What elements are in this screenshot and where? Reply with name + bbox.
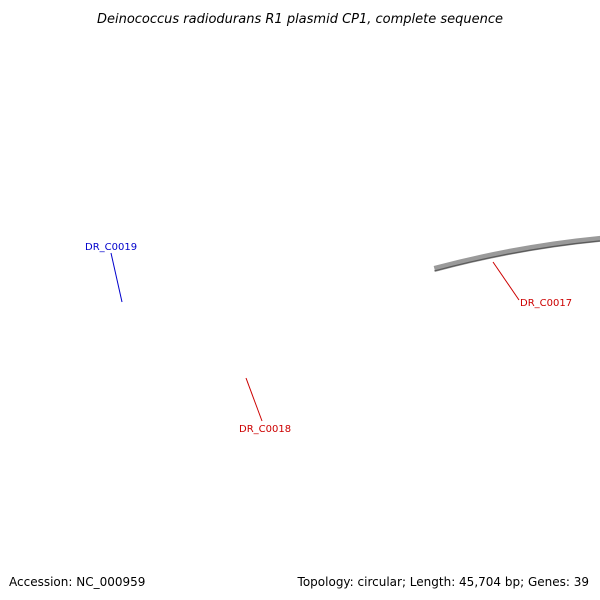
- gene-label-dr-c0017[interactable]: DR_C0017: [520, 298, 572, 309]
- gene-leader-line-dr-c0019: [110, 252, 123, 303]
- gene-leader-line-dr-c0017: [492, 261, 520, 301]
- map-title: Deinococcus radiodurans R1 plasmid CP1, …: [97, 12, 503, 27]
- sequence-backbone-shadow: [434, 240, 600, 272]
- gene-label-dr-c0019[interactable]: DR_C0019: [85, 242, 137, 253]
- topology-summary-text: Topology: circular; Length: 45,704 bp; G…: [297, 575, 589, 589]
- sequence-backbone: [433, 235, 600, 272]
- gene-label-dr-c0018[interactable]: DR_C0018: [239, 424, 291, 435]
- gene-leader-line-dr-c0018: [245, 377, 263, 422]
- accession-text: Accession: NC_000959: [9, 575, 145, 589]
- feature-tracks: [433, 235, 600, 272]
